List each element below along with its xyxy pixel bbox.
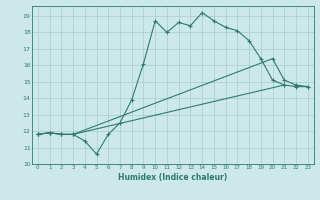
X-axis label: Humidex (Indice chaleur): Humidex (Indice chaleur) bbox=[118, 173, 228, 182]
